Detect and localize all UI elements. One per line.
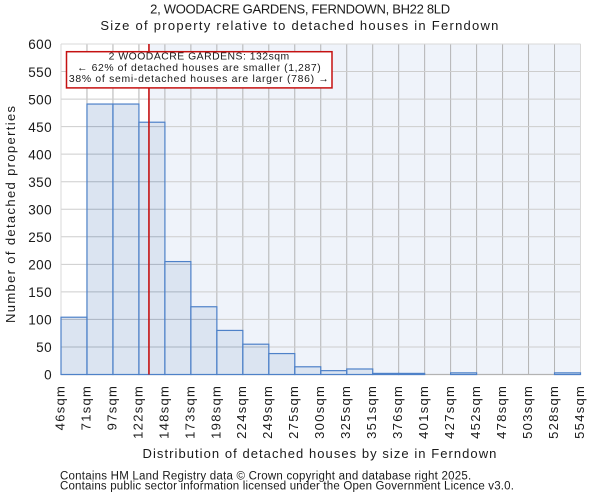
svg-text:2, WOODACRE GARDENS, FERNDOWN,: 2, WOODACRE GARDENS, FERNDOWN, BH22 8LD: [150, 2, 450, 17]
svg-text:325sqm: 325sqm: [338, 385, 353, 439]
svg-text:600: 600: [28, 37, 52, 52]
svg-text:97sqm: 97sqm: [104, 385, 119, 431]
svg-text:Contains public sector informa: Contains public sector information licen…: [60, 481, 514, 493]
svg-text:400: 400: [28, 147, 52, 162]
svg-text:Size of property relative to d: Size of property relative to detached ho…: [100, 18, 499, 33]
svg-text:46sqm: 46sqm: [52, 385, 67, 431]
svg-text:Distribution of detached house: Distribution of detached houses by size …: [143, 446, 498, 461]
svg-text:350: 350: [28, 175, 52, 190]
svg-text:351sqm: 351sqm: [364, 385, 379, 439]
svg-text:200: 200: [28, 258, 52, 273]
svg-text:250: 250: [28, 230, 52, 245]
svg-text:71sqm: 71sqm: [78, 385, 93, 431]
svg-text:224sqm: 224sqm: [234, 385, 249, 439]
svg-text:427sqm: 427sqm: [442, 385, 457, 439]
svg-text:38% of semi-detached houses ar: 38% of semi-detached houses are larger (…: [69, 74, 330, 85]
svg-text:478sqm: 478sqm: [494, 385, 509, 439]
svg-text:0: 0: [44, 368, 52, 383]
svg-text:452sqm: 452sqm: [468, 385, 483, 439]
svg-text:450: 450: [28, 120, 52, 135]
svg-text:Contains HM Land Registry data: Contains HM Land Registry data © Crown c…: [60, 471, 471, 483]
svg-text:554sqm: 554sqm: [572, 385, 587, 439]
svg-text:2 WOODACRE GARDENS: 132sqm: 2 WOODACRE GARDENS: 132sqm: [109, 52, 290, 63]
svg-text:148sqm: 148sqm: [156, 385, 171, 439]
svg-text:401sqm: 401sqm: [416, 385, 431, 439]
svg-text:275sqm: 275sqm: [286, 385, 301, 439]
svg-text:503sqm: 503sqm: [520, 385, 535, 439]
svg-text:249sqm: 249sqm: [260, 385, 275, 439]
svg-text:← 62% of detached houses are s: ← 62% of detached houses are smaller (1,…: [77, 63, 321, 74]
svg-text:198sqm: 198sqm: [208, 385, 223, 439]
svg-text:376sqm: 376sqm: [390, 385, 405, 439]
svg-text:528sqm: 528sqm: [546, 385, 561, 439]
svg-text:50: 50: [36, 340, 52, 355]
svg-text:100: 100: [28, 313, 52, 328]
svg-text:500: 500: [28, 92, 52, 107]
svg-text:173sqm: 173sqm: [182, 385, 197, 439]
svg-text:550: 550: [28, 65, 52, 80]
svg-text:300: 300: [28, 203, 52, 218]
svg-text:300sqm: 300sqm: [312, 385, 327, 439]
svg-text:150: 150: [28, 285, 52, 300]
svg-text:122sqm: 122sqm: [130, 385, 145, 439]
svg-text:Number of detached properties: Number of detached properties: [3, 105, 18, 323]
